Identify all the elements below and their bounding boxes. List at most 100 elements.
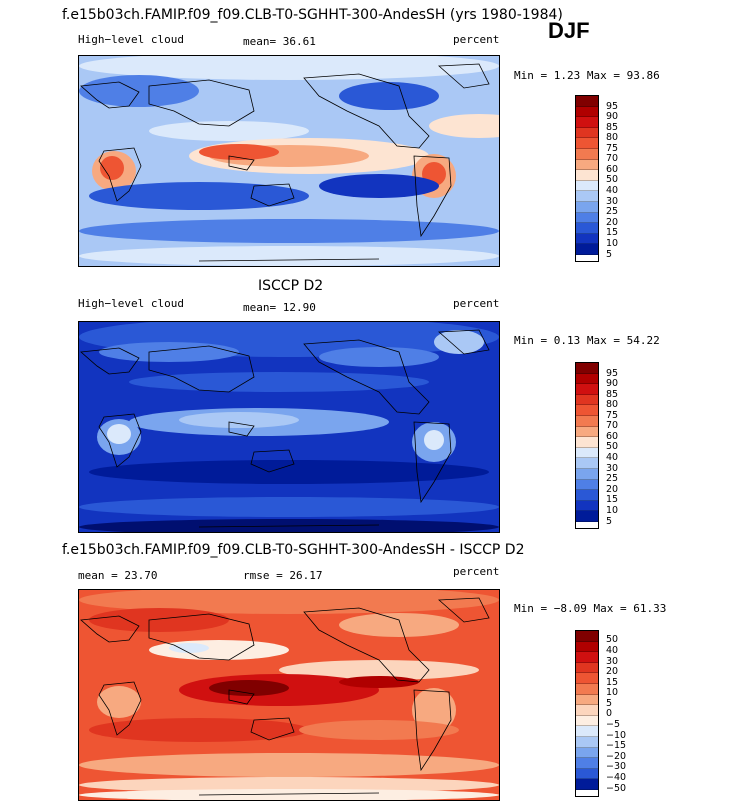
- panel2-title: ISCCP D2: [258, 278, 324, 294]
- panel1-tick: 5: [606, 249, 613, 260]
- panel2-colorbar-bin: [576, 394, 598, 406]
- panel2-tick: 5: [606, 516, 613, 527]
- panel3-colorbar-bin: [576, 641, 598, 653]
- panel2-colorbar: [575, 362, 599, 529]
- panel1-colorbar: [575, 95, 599, 262]
- panel2-tick: 40: [606, 452, 619, 463]
- panel2-colorbar-bin: [576, 500, 598, 512]
- panel3-colorbar-bin: [576, 705, 598, 716]
- panel2-mean-label: mean= 12.90: [243, 301, 316, 314]
- panel1-colorbar-bin: [576, 223, 598, 234]
- panel1-colorbar-bin: [576, 180, 598, 192]
- panel2-colorbar-bin: [576, 384, 598, 395]
- panel1-colorbar-bin: [576, 159, 598, 171]
- panel2-map-svg: [79, 322, 499, 532]
- panel1-minmax: Min = 1.23 Max = 93.86: [514, 69, 660, 82]
- panel3-colorbar-bin: [576, 768, 598, 780]
- panel2-colorbar-bin: [576, 490, 598, 501]
- panel3-contours: [79, 590, 499, 800]
- panel1-title: f.e15b03ch.FAMIP.f09_f09.CLB-T0-SGHHT-30…: [62, 7, 563, 23]
- panel1-map: [78, 55, 500, 267]
- panel1-colorbar-bin: [576, 138, 598, 149]
- panel3-colorbar-bin: [576, 662, 598, 674]
- panel3-colorbar-bin: [576, 779, 598, 790]
- panel1-tick: 25: [606, 206, 619, 217]
- panel3-coastlines: [80, 597, 490, 796]
- panel3-tick: 0: [606, 708, 613, 719]
- season-label: DJF: [548, 18, 590, 43]
- panel2-colorbar-bin: [576, 479, 598, 491]
- panel3-rmse-label: rmse = 26.17: [243, 569, 323, 582]
- panel3-colorbar-bin: [576, 736, 598, 748]
- panel2-tick: 80: [606, 399, 619, 410]
- panel3-tick: 10: [606, 687, 619, 698]
- panel1-colorbar-bin: [576, 201, 598, 213]
- panel1-colorbar-bin: [576, 148, 598, 160]
- panel3-tick: −30: [606, 761, 627, 772]
- panel1-colorbar-bin: [576, 233, 598, 245]
- panel1-map-svg: [79, 56, 499, 266]
- panel2-tick: 20: [606, 484, 619, 495]
- panel2-tick: 10: [606, 505, 619, 516]
- panel1-tick: 80: [606, 132, 619, 143]
- panel2-tick: 90: [606, 378, 619, 389]
- panel1-tick: 60: [606, 164, 619, 175]
- panel3-colorbar-bin: [576, 747, 598, 759]
- panel2-tick: 75: [606, 410, 619, 421]
- panel1-colorbar-bin: [576, 191, 598, 202]
- panel2-colorbar-bin: [576, 437, 598, 448]
- panel3-tick: 20: [606, 666, 619, 677]
- panel1-variable-label: High−level cloud: [78, 33, 184, 46]
- panel3-title: f.e15b03ch.FAMIP.f09_f09.CLB-T0-SGHHT-30…: [62, 542, 525, 558]
- panel2-map: [78, 321, 500, 533]
- panel2-tick: 85: [606, 389, 619, 400]
- panel3-tick: −5: [606, 719, 621, 730]
- panel1-tick: 85: [606, 122, 619, 133]
- panel1-tick: 75: [606, 143, 619, 154]
- panel1-colorbar-bin: [576, 127, 598, 139]
- panel1-colorbar-bin: [576, 170, 598, 181]
- panel3-minmax: Min = −8.09 Max = 61.33: [514, 602, 667, 615]
- panel1-colorbar-bin: [576, 106, 598, 118]
- panel1-mean-label: mean= 36.61: [243, 35, 316, 48]
- panel3-colorbar-bin: [576, 673, 598, 684]
- panel1-colorbar-bin: [576, 244, 598, 255]
- panel3-colorbar-bin: [576, 631, 598, 642]
- panel1-tick: 30: [606, 196, 619, 207]
- panel2-colorbar-bin: [576, 468, 598, 480]
- panel3-colorbar-bin: [576, 726, 598, 737]
- panel3-tick: −15: [606, 740, 627, 751]
- panel2-colorbar-bin: [576, 373, 598, 385]
- panel3-map-svg: [79, 590, 499, 800]
- panel3-colorbar-bin: [576, 715, 598, 727]
- panel3-tick: 50: [606, 634, 619, 645]
- panel1-tick: 10: [606, 238, 619, 249]
- panel1-tick: 90: [606, 111, 619, 122]
- panel2-tick: 25: [606, 473, 619, 484]
- panel1-colorbar-bin: [576, 96, 598, 107]
- panel3-tick: 40: [606, 645, 619, 656]
- panel2-tick: 70: [606, 420, 619, 431]
- panel3-colorbar-bin: [576, 683, 598, 695]
- panel1-colorbar-bin: [576, 212, 598, 224]
- panel1-colorbar-bin: [576, 117, 598, 128]
- panel3-tick: 5: [606, 698, 613, 709]
- panel3-tick: −20: [606, 751, 627, 762]
- panel3-tick: −40: [606, 772, 627, 783]
- panel3-tick: −10: [606, 730, 627, 741]
- panel2-tick: 50: [606, 441, 619, 452]
- panel2-colorbar-bin: [576, 458, 598, 469]
- panel3-mean-label: mean = 23.70: [78, 569, 158, 582]
- panel3-units-label: percent: [453, 565, 500, 578]
- panel1-tick: 40: [606, 185, 619, 196]
- panel1-tick: 20: [606, 217, 619, 228]
- panel2-colorbar-bin: [576, 363, 598, 374]
- panel3-colorbar-bin: [576, 694, 598, 706]
- panel3-tick: 15: [606, 677, 619, 688]
- panel2-colorbar-bin: [576, 426, 598, 438]
- panel2-units-label: percent: [453, 297, 500, 310]
- panel3-map: [78, 589, 500, 801]
- panel1-tick: 70: [606, 153, 619, 164]
- panel2-colorbar-bin: [576, 405, 598, 416]
- panel2-minmax: Min = 0.13 Max = 54.22: [514, 334, 660, 347]
